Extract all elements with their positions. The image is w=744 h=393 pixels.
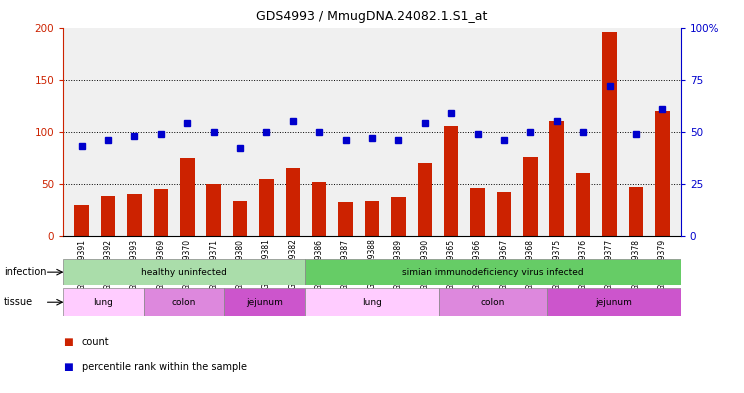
Bar — [339, 202, 353, 236]
Bar — [312, 182, 327, 236]
Bar — [602, 32, 617, 236]
Bar — [470, 188, 485, 236]
Bar — [101, 196, 115, 236]
Bar — [439, 288, 547, 316]
Text: simian immunodeficiency virus infected: simian immunodeficiency virus infected — [402, 268, 583, 277]
Bar — [225, 288, 305, 316]
Text: ■: ■ — [63, 362, 73, 373]
Bar — [417, 163, 432, 236]
Text: GDS4993 / MmugDNA.24082.1.S1_at: GDS4993 / MmugDNA.24082.1.S1_at — [257, 10, 487, 23]
Bar — [576, 173, 591, 236]
Text: lung: lung — [362, 298, 382, 307]
Text: infection: infection — [4, 267, 46, 277]
Text: ■: ■ — [63, 337, 73, 347]
Bar — [391, 197, 405, 236]
Text: lung: lung — [94, 298, 113, 307]
Bar — [305, 259, 681, 285]
Text: jejunum: jejunum — [595, 298, 632, 307]
Text: jejunum: jejunum — [246, 298, 283, 307]
Text: colon: colon — [172, 298, 196, 307]
Bar — [550, 121, 564, 236]
Bar — [523, 157, 538, 236]
Bar — [233, 202, 247, 236]
Bar — [74, 204, 89, 236]
Bar — [444, 127, 458, 236]
Bar — [286, 168, 300, 236]
Text: healthy uninfected: healthy uninfected — [141, 268, 227, 277]
Bar — [206, 184, 221, 236]
Bar — [180, 158, 194, 236]
Bar — [144, 288, 225, 316]
Bar — [153, 189, 168, 236]
Bar — [305, 288, 439, 316]
Text: colon: colon — [481, 298, 505, 307]
Bar — [259, 178, 274, 236]
Bar — [63, 288, 144, 316]
Bar — [547, 288, 681, 316]
Bar — [497, 192, 511, 236]
Bar — [127, 194, 142, 236]
Text: percentile rank within the sample: percentile rank within the sample — [82, 362, 247, 373]
Bar — [365, 202, 379, 236]
Text: tissue: tissue — [4, 297, 33, 307]
Text: count: count — [82, 337, 109, 347]
Bar — [629, 187, 643, 236]
Bar — [655, 111, 670, 236]
Bar — [63, 259, 305, 285]
